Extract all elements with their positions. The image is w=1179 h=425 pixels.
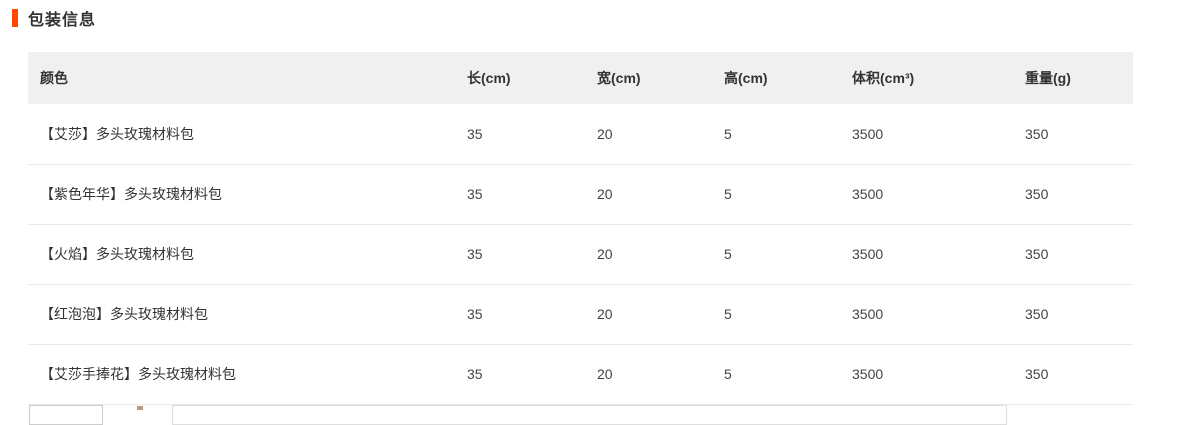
cell-height: 5: [712, 284, 840, 345]
col-header-weight: 重量(g): [1013, 52, 1133, 104]
col-header-volume: 体积(cm³): [840, 52, 1013, 104]
packaging-info-table: 颜色 长(cm) 宽(cm) 高(cm) 体积(cm³) 重量(g) 【艾莎】多…: [28, 52, 1133, 405]
cell-width: 20: [585, 224, 712, 285]
cutoff-fragment: [137, 406, 143, 410]
section-header: 包装信息: [12, 8, 1179, 29]
cell-length: 35: [455, 344, 585, 405]
cutoff-input-box[interactable]: [29, 405, 103, 425]
cutoff-input-box[interactable]: [172, 405, 1007, 425]
cell-volume: 3500: [840, 224, 1013, 285]
table-header-row: 颜色 长(cm) 宽(cm) 高(cm) 体积(cm³) 重量(g): [28, 52, 1133, 104]
cell-color-name: 【紫色年华】多头玫瑰材料包: [28, 164, 455, 225]
cell-color-name: 【艾莎】多头玫瑰材料包: [28, 104, 455, 165]
table-row: 【火焰】多头玫瑰材料包 35 20 5 3500 350: [28, 224, 1133, 285]
cell-height: 5: [712, 344, 840, 405]
cell-weight: 350: [1013, 104, 1133, 165]
cell-length: 35: [455, 284, 585, 345]
cell-weight: 350: [1013, 164, 1133, 225]
table-row: 【红泡泡】多头玫瑰材料包 35 20 5 3500 350: [28, 284, 1133, 345]
col-header-height: 高(cm): [712, 52, 840, 104]
cell-height: 5: [712, 104, 840, 165]
cell-color-name: 【红泡泡】多头玫瑰材料包: [28, 284, 455, 345]
cell-length: 35: [455, 164, 585, 225]
cell-volume: 3500: [840, 104, 1013, 165]
col-header-width: 宽(cm): [585, 52, 712, 104]
cell-width: 20: [585, 344, 712, 405]
cell-color-name: 【火焰】多头玫瑰材料包: [28, 224, 455, 285]
cell-volume: 3500: [840, 344, 1013, 405]
accent-bar: [12, 9, 18, 27]
cell-weight: 350: [1013, 284, 1133, 345]
table-row: 【艾莎手捧花】多头玫瑰材料包 35 20 5 3500 350: [28, 344, 1133, 405]
section-title: 包装信息: [28, 12, 97, 29]
cell-volume: 3500: [840, 284, 1013, 345]
cell-width: 20: [585, 164, 712, 225]
cell-width: 20: [585, 284, 712, 345]
cell-length: 35: [455, 224, 585, 285]
cell-volume: 3500: [840, 164, 1013, 225]
table-row: 【紫色年华】多头玫瑰材料包 35 20 5 3500 350: [28, 164, 1133, 225]
cell-weight: 350: [1013, 344, 1133, 405]
table-row: 【艾莎】多头玫瑰材料包 35 20 5 3500 350: [28, 104, 1133, 165]
cell-height: 5: [712, 224, 840, 285]
cell-color-name: 【艾莎手捧花】多头玫瑰材料包: [28, 344, 455, 405]
col-header-length: 长(cm): [455, 52, 585, 104]
cell-length: 35: [455, 104, 585, 165]
cell-height: 5: [712, 164, 840, 225]
cell-weight: 350: [1013, 224, 1133, 285]
cell-width: 20: [585, 104, 712, 165]
col-header-color: 颜色: [28, 52, 455, 104]
